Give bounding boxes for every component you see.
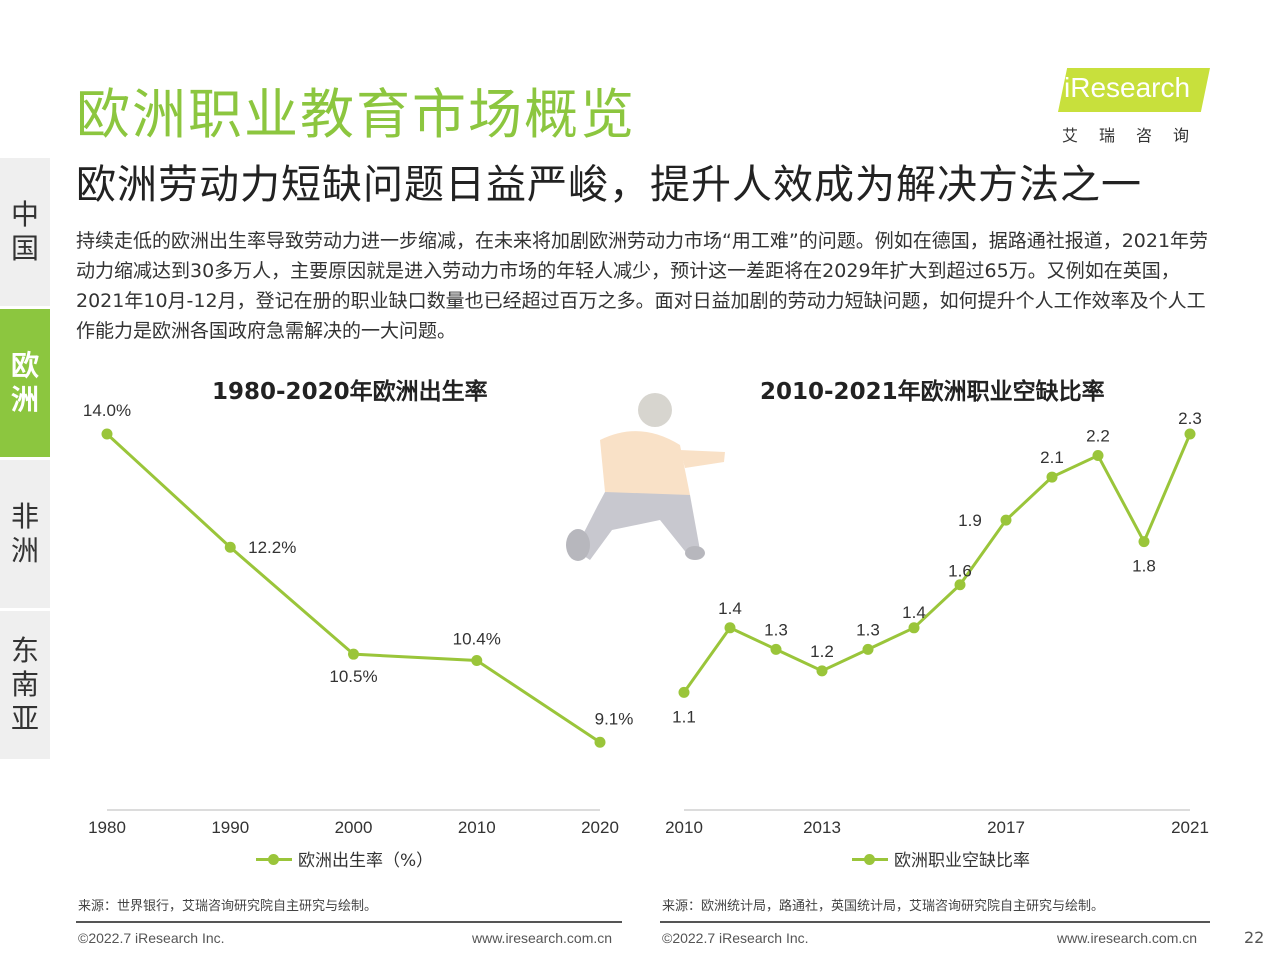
source-note-right: 来源：欧洲统计局，路通社，英国统计局，艾瑞咨询研究院自主研究与绘制。 <box>662 899 1105 914</box>
data-label: 1.9 <box>958 511 982 530</box>
data-label: 2.1 <box>1040 448 1064 467</box>
page-number: 22 <box>1244 928 1265 947</box>
data-point <box>862 643 874 655</box>
data-point <box>954 579 966 591</box>
data-label: 10.4% <box>453 629 501 648</box>
legend-line-marker <box>852 853 888 865</box>
website-link-right[interactable]: www.iresearch.com.cn <box>1057 930 1198 946</box>
data-point <box>1184 428 1196 440</box>
data-label: 1.6 <box>948 562 972 581</box>
x-tick-label: 2021 <box>1171 818 1209 837</box>
birth-rate-chart: 1980 1990 2000 2010 2020 14.0% 12.2% 10.5% 10.4%… <box>83 401 633 837</box>
region-sidebar: 中国 欧洲 非洲 东南亚 <box>0 158 50 762</box>
data-point <box>1138 536 1150 548</box>
page-subtitle: 欧洲劳动力短缺问题日益严峻，提升人效成为解决方法之一 <box>76 162 1142 208</box>
logo-badge <box>1058 68 1210 112</box>
data-point <box>678 686 690 698</box>
sidebar-item-label: 中国 <box>10 198 39 265</box>
copyright-right: ©2022.7 iResearch Inc. <box>662 930 809 946</box>
legend-vacancy-rate: 欧洲职业空缺比率 <box>852 846 1030 871</box>
data-label: 2.3 <box>1178 409 1202 428</box>
x-tick-label: 1990 <box>211 818 249 837</box>
data-point <box>1092 450 1104 462</box>
data-label: 14.0% <box>83 401 131 420</box>
chart-title-vacancy-rate: 2010-2021年欧洲职业空缺比率 <box>760 379 1105 405</box>
x-tick-label: 2017 <box>987 818 1025 837</box>
data-label: 1.4 <box>718 599 742 618</box>
logo-cn-text: 艾瑞咨询 <box>1062 126 1211 145</box>
data-point <box>348 648 359 660</box>
running-person-illustration <box>566 393 725 561</box>
data-point <box>1046 471 1058 483</box>
website-link-left[interactable]: www.iresearch.com.cn <box>472 930 613 946</box>
x-tick-label: 2013 <box>803 818 841 837</box>
data-label: 1.3 <box>764 620 788 639</box>
data-point <box>816 665 828 677</box>
sidebar-item-southeast-asia[interactable]: 东南亚 <box>0 611 50 759</box>
series-line <box>682 433 1192 694</box>
data-label: 1.1 <box>672 707 696 726</box>
data-point <box>908 622 920 634</box>
data-label: 1.8 <box>1132 557 1156 576</box>
sidebar-item-label: 东南亚 <box>10 634 39 735</box>
sidebar-item-europe[interactable]: 欧洲 <box>0 309 50 457</box>
sidebar-item-label: 非洲 <box>10 500 39 567</box>
page-title: 欧洲职业教育市场概览 <box>76 83 636 146</box>
source-note-left: 来源：世界银行，艾瑞咨询研究院自主研究与绘制。 <box>78 899 378 914</box>
chart-title-birth-rate: 1980-2020年欧洲出生率 <box>212 379 488 405</box>
legend-birth-rate: 欧洲出生率（%） <box>256 846 433 871</box>
sidebar-item-china[interactable]: 中国 <box>0 158 50 306</box>
x-tick-label: 2010 <box>665 818 703 837</box>
data-point <box>224 541 236 553</box>
legend-line-marker <box>256 853 292 865</box>
data-point <box>1000 514 1012 526</box>
data-point <box>471 654 483 666</box>
footer-divider-right <box>660 921 1210 923</box>
data-label: 12.2% <box>248 538 296 557</box>
series-line <box>105 432 601 744</box>
data-point <box>724 622 736 634</box>
data-point <box>101 428 113 440</box>
copyright-left: ©2022.7 iResearch Inc. <box>78 930 225 946</box>
data-label: 1.3 <box>856 620 880 639</box>
data-label: 2.2 <box>1086 427 1110 446</box>
x-tick-label: 2020 <box>581 818 619 837</box>
x-tick-label: 1980 <box>88 818 126 837</box>
footer-divider-left <box>76 921 622 923</box>
body-paragraph: 持续走低的欧洲出生率导致劳动力进一步缩减，在未来将加剧欧洲劳动力市场“用工难”的… <box>76 230 1209 342</box>
x-tick-label: 2000 <box>335 818 373 837</box>
sidebar-item-label: 欧洲 <box>10 349 39 416</box>
data-label: 1.4 <box>902 603 926 622</box>
data-label: 9.1% <box>595 709 634 728</box>
logo-text: iResearch <box>1064 72 1191 103</box>
legend-label: 欧洲出生率（%） <box>298 851 434 871</box>
data-point <box>770 643 782 655</box>
data-label: 1.2 <box>810 642 834 661</box>
sidebar-item-africa[interactable]: 非洲 <box>0 460 50 608</box>
legend-label: 欧洲职业空缺比率 <box>894 851 1030 871</box>
vacancy-rate-chart: 2010 2013 2017 2021 1.1 1.4 1.3 1.2 1.3 1.4 1.6 1.9… <box>665 409 1209 837</box>
iresearch-logo: iResearch 艾瑞咨询 <box>1058 68 1218 148</box>
data-label: 10.5% <box>329 667 377 686</box>
data-point <box>594 736 606 748</box>
x-tick-label: 2010 <box>458 818 496 837</box>
